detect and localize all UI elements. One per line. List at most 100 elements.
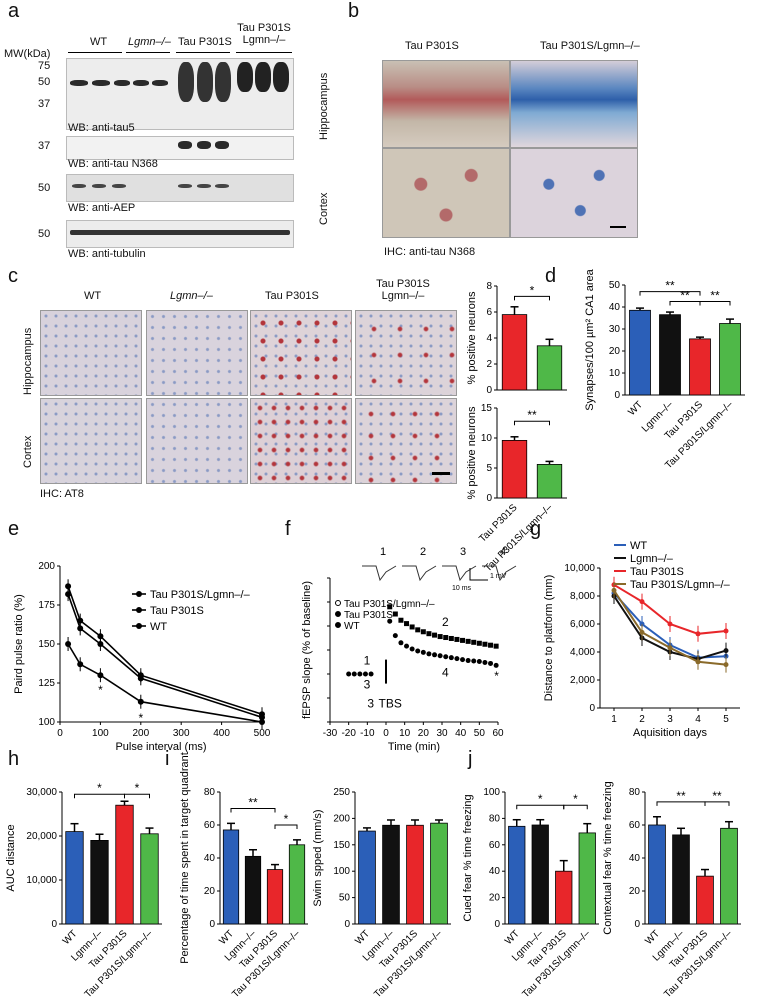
band xyxy=(152,80,168,86)
y-tick-label: 0 xyxy=(614,390,620,401)
significance-mark: ** xyxy=(680,289,690,303)
micrograph xyxy=(355,398,457,484)
group-underline xyxy=(236,52,292,53)
significance-mark: * xyxy=(135,781,140,795)
band xyxy=(215,62,231,102)
data-point xyxy=(460,657,466,663)
y-axis-label: Swim spped (mm/s) xyxy=(312,809,324,906)
bar xyxy=(382,824,400,925)
y-tick-label: 40 xyxy=(629,853,641,864)
label: 4 xyxy=(442,665,449,679)
x-tick-label: -10 xyxy=(360,728,375,739)
label: 2 xyxy=(442,615,449,629)
panel-label-d: d xyxy=(545,265,557,287)
y-axis-label: Contextual fear % time freezing xyxy=(602,781,614,934)
y-tick-label: 10 xyxy=(609,368,621,379)
y-axis-label: Distance to platform (mm) xyxy=(543,575,555,702)
x-tick-label: 30 xyxy=(436,728,448,739)
bar xyxy=(358,830,376,925)
y-tick-label: 8,000 xyxy=(570,591,595,602)
y-tick-label: 250 xyxy=(333,787,350,798)
y-tick-label: 4,000 xyxy=(570,647,595,658)
y-tick-label: 6,000 xyxy=(570,619,595,630)
band xyxy=(92,80,110,86)
y-tick-label: 0 xyxy=(486,385,492,396)
significance-bracket xyxy=(699,301,731,306)
data-point xyxy=(409,624,415,630)
data-point xyxy=(420,649,426,655)
micrograph xyxy=(510,148,638,238)
col-label: Lgmn–/– xyxy=(170,290,213,302)
marker-37: 37 xyxy=(38,98,51,110)
y-axis-label: Cued fear % time freezing xyxy=(462,794,474,921)
y-tick-label: 0 xyxy=(344,919,350,930)
data-point xyxy=(493,643,499,649)
panel-label-a: a xyxy=(8,0,20,22)
micrograph xyxy=(382,148,510,238)
bar xyxy=(659,314,681,396)
data-point xyxy=(448,635,454,641)
y-tick-label: 80 xyxy=(204,787,216,798)
y-tick-label: 40 xyxy=(204,853,216,864)
bar xyxy=(720,827,738,925)
y-tick-label: 200 xyxy=(38,561,55,572)
legend-label: Tau P301S/Lgmn–/– xyxy=(630,579,731,591)
y-tick-label: 0 xyxy=(494,919,500,930)
y-tick-label: 150 xyxy=(333,840,350,851)
data-point xyxy=(392,611,398,617)
bar xyxy=(531,824,549,925)
y-tick-label: 6 xyxy=(486,307,492,318)
data-point xyxy=(398,617,404,623)
y-axis-label: AUC distance xyxy=(5,824,17,891)
data-point xyxy=(426,651,432,657)
bar xyxy=(629,309,651,396)
y-tick-label: 80 xyxy=(629,787,641,798)
data-point xyxy=(398,640,404,646)
annotation: * xyxy=(494,669,499,683)
legend-marker xyxy=(335,611,341,617)
legend-label: WT xyxy=(344,621,360,632)
data-point xyxy=(488,642,494,648)
y-tick-label: 20 xyxy=(609,346,621,357)
y-tick-label: 10,000 xyxy=(564,563,595,574)
x-tick-label: WT xyxy=(353,928,372,947)
data-point xyxy=(404,643,410,649)
group-underline xyxy=(126,52,170,53)
scale-bar xyxy=(610,226,626,228)
scale-bar xyxy=(469,568,488,581)
scale-label: 10 ms xyxy=(452,585,472,592)
x-axis-label: Pulse interval (ms) xyxy=(115,741,206,753)
data-point xyxy=(346,671,352,677)
band xyxy=(273,62,289,92)
y-tick-label: 175 xyxy=(38,600,55,611)
trace-label: 3 xyxy=(460,546,466,558)
band xyxy=(197,62,213,102)
x-tick-label: WT xyxy=(643,928,662,947)
data-point xyxy=(488,660,494,666)
x-tick-label: WT xyxy=(626,399,645,418)
x-tick-label: -20 xyxy=(341,728,356,739)
y-axis-label: % positive neurons xyxy=(466,291,478,384)
micrograph xyxy=(40,310,142,396)
y-tick-label: 10,000 xyxy=(26,875,57,886)
data-point xyxy=(415,627,421,633)
y-tick-label: 80 xyxy=(489,813,501,824)
legend-marker xyxy=(136,623,142,629)
bar xyxy=(719,323,741,396)
band xyxy=(114,80,130,86)
band xyxy=(255,62,271,92)
significance-mark: * xyxy=(97,781,102,795)
band xyxy=(70,80,88,86)
panel-label-j: j xyxy=(468,748,473,770)
x-tick-label: 5 xyxy=(723,714,729,725)
x-tick-label: 300 xyxy=(173,728,190,739)
legend-label: Tau P301S/Lgmn–/– xyxy=(150,589,251,601)
ihc-caption: IHC: AT8 xyxy=(40,488,84,500)
data-point xyxy=(415,648,421,654)
bar xyxy=(288,844,306,925)
x-tick-label: 100 xyxy=(92,728,109,739)
bar xyxy=(578,832,596,925)
y-tick-label: 200 xyxy=(333,813,350,824)
col-label: Tau P301S/Lgmn–/– xyxy=(540,40,640,52)
